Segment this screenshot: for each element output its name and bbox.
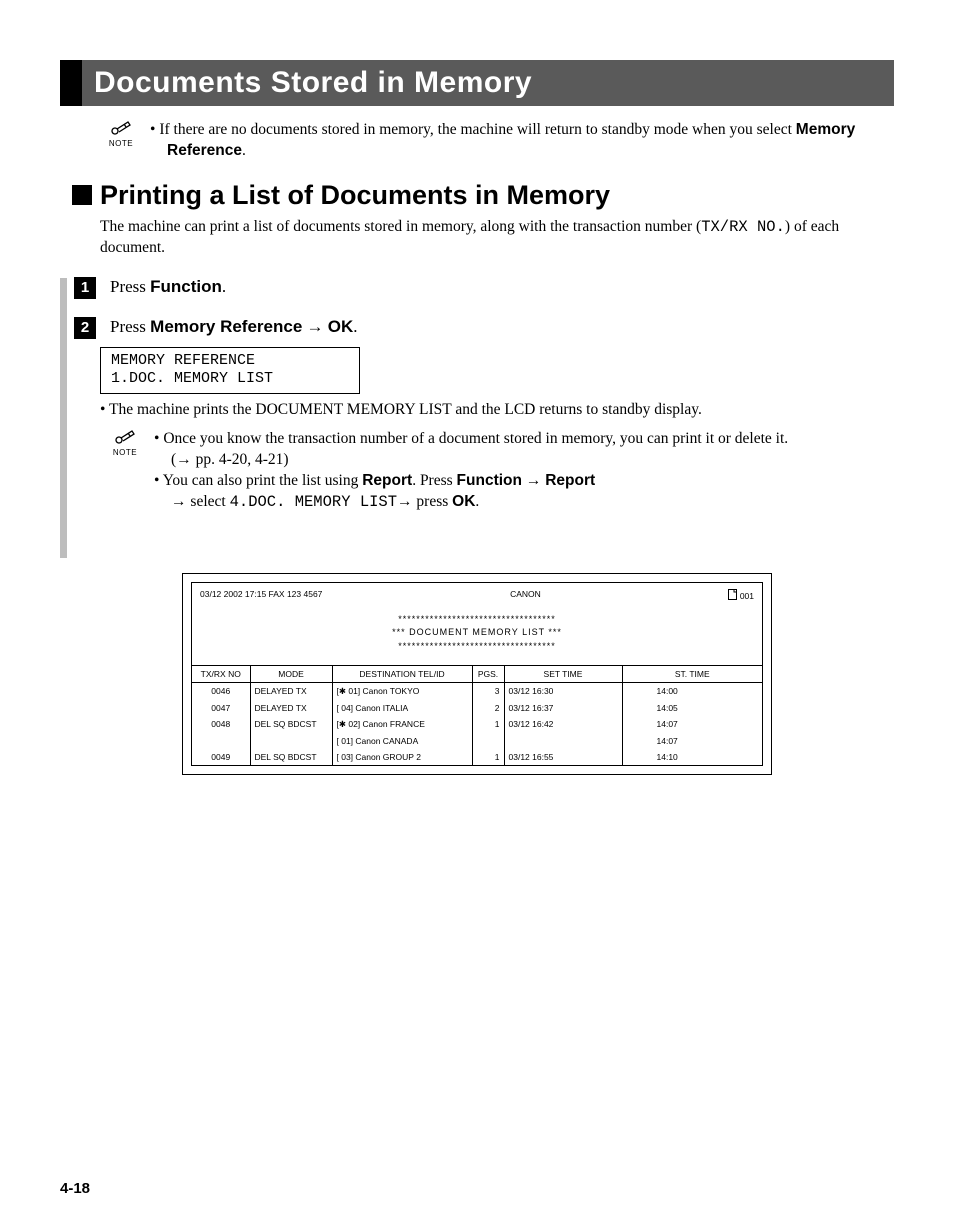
side-rule <box>60 278 67 558</box>
table-cell: DEL SQ BDCST <box>250 749 332 765</box>
table-cell <box>472 733 504 749</box>
intro-mono: TX/RX NO. <box>701 218 785 236</box>
table-cell: DEL SQ BDCST <box>250 716 332 733</box>
note-block-1: NOTE If there are no documents stored in… <box>100 120 894 162</box>
report-hdr-left: 03/12 2002 17:15 FAX 123 4567 <box>200 589 322 601</box>
table-cell: 0047 <box>192 700 250 716</box>
col-txrx: TX/RX NO <box>192 666 250 683</box>
table-cell: 03/12 16:37 <box>504 700 622 716</box>
note-label: NOTE <box>104 448 146 457</box>
table-cell: 0049 <box>192 749 250 765</box>
page-number: 4-18 <box>60 1180 90 1197</box>
report-sample: 03/12 2002 17:15 FAX 123 4567 CANON 001 … <box>182 573 772 776</box>
table-cell: 03/12 16:30 <box>504 683 622 701</box>
heading-square <box>60 60 82 106</box>
s2-b2: OK <box>328 317 354 336</box>
table-cell: 14:10 <box>622 749 762 765</box>
s2-suf: . <box>353 317 357 336</box>
table-cell: DELAYED TX <box>250 683 332 701</box>
report-header: 03/12 2002 17:15 FAX 123 4567 CANON 001 <box>192 583 762 605</box>
note-icon: NOTE <box>104 429 146 513</box>
n2-l2-pre: → select <box>171 493 230 510</box>
table-cell: DELAYED TX <box>250 700 332 716</box>
report-hdr-right: 001 <box>728 589 754 601</box>
table-cell: 0046 <box>192 683 250 701</box>
note1-suffix: . <box>242 142 246 159</box>
section-heading: Printing a List of Documents in Memory <box>72 180 894 211</box>
note-block-2: NOTE Once you know the transaction numbe… <box>104 429 894 513</box>
s1-pre: Press <box>110 277 150 296</box>
section-square-icon <box>72 185 92 205</box>
table-cell: 14:07 <box>622 716 762 733</box>
s2-arrow: → <box>302 317 328 336</box>
note2-b1: Once you know the transaction number of … <box>154 429 788 471</box>
table-cell <box>504 733 622 749</box>
n2-b2-mid: . Press <box>412 472 456 489</box>
n2-l2-mid: → press <box>397 493 452 510</box>
table-cell: 2 <box>472 700 504 716</box>
step-number-2: 2 <box>74 317 96 339</box>
table-cell <box>250 733 332 749</box>
s1-bold: Function <box>150 277 222 296</box>
report-table: TX/RX NO MODE DESTINATION TEL/ID PGS. SE… <box>192 665 762 765</box>
table-cell: [ 03] Canon GROUP 2 <box>332 749 472 765</box>
table-cell: 14:05 <box>622 700 762 716</box>
note1-prefix: If there are no documents stored in memo… <box>159 121 795 138</box>
table-cell: [✱ 02] Canon FRANCE <box>332 716 472 733</box>
table-cell: 03/12 16:42 <box>504 716 622 733</box>
table-cell: 14:00 <box>622 683 762 701</box>
intro-pre: The machine can print a list of document… <box>100 218 701 235</box>
table-cell <box>192 733 250 749</box>
n2-b1b: (→ pp. 4-20, 4-21) <box>171 451 289 468</box>
col-dest: DESTINATION TEL/ID <box>332 666 472 683</box>
s1-suf: . <box>222 277 226 296</box>
n2-l2-suf: . <box>475 493 479 510</box>
lcd-line-2: 1.DOC. MEMORY LIST <box>111 370 349 389</box>
n2-l2-ok: OK <box>452 493 475 510</box>
n2-b1a: Once you know the transaction number of … <box>163 430 788 447</box>
step-1: 1 Press Function. <box>74 277 894 299</box>
section-title: Printing a List of Documents in Memory <box>100 180 610 211</box>
table-cell: [ 04] Canon ITALIA <box>332 700 472 716</box>
lcd-line-1: MEMORY REFERENCE <box>111 352 349 371</box>
col-pgs: PGS. <box>472 666 504 683</box>
table-cell: 3 <box>472 683 504 701</box>
n2-b2-a1: → <box>522 472 545 489</box>
intro-text: The machine can print a list of document… <box>100 217 894 259</box>
note2-b2: You can also print the list using Report… <box>154 471 788 513</box>
note1-text: If there are no documents stored in memo… <box>150 120 894 162</box>
step-2: 2 Press Memory Reference → OK. <box>74 317 894 339</box>
col-settime: SET TIME <box>504 666 622 683</box>
report-hdr-right-text: 001 <box>740 591 754 601</box>
table-cell: [ 01] Canon CANADA <box>332 733 472 749</box>
table-cell: [✱ 01] Canon TOKYO <box>332 683 472 701</box>
main-heading: Documents Stored in Memory <box>60 60 894 106</box>
sub-bullet-1: The machine prints the DOCUMENT MEMORY L… <box>100 400 894 421</box>
s2-b1: Memory Reference <box>150 317 302 336</box>
table-cell: 1 <box>472 716 504 733</box>
table-cell: 14:07 <box>622 733 762 749</box>
s2-pre: Press <box>110 317 150 336</box>
n2-b2-pre: You can also print the list using <box>163 472 363 489</box>
n2-b2-func: Function <box>457 472 522 489</box>
col-sttime: ST. TIME <box>622 666 762 683</box>
lcd-display: MEMORY REFERENCE 1.DOC. MEMORY LIST <box>100 347 360 395</box>
star2: *********************************** <box>398 641 556 651</box>
report-hdr-center: CANON <box>510 589 541 601</box>
table-cell: 03/12 16:55 <box>504 749 622 765</box>
star1: *********************************** <box>398 614 556 624</box>
table-cell: 0048 <box>192 716 250 733</box>
n2-l2-mono: 4.DOC. MEMORY LIST <box>230 493 397 511</box>
note-icon: NOTE <box>100 120 142 162</box>
report-title: *** DOCUMENT MEMORY LIST *** <box>392 627 562 637</box>
step-number-1: 1 <box>74 277 96 299</box>
heading-bar: Documents Stored in Memory <box>82 60 894 106</box>
note-label: NOTE <box>100 139 142 148</box>
table-cell: 1 <box>472 749 504 765</box>
col-mode: MODE <box>250 666 332 683</box>
n2-b2-r2: Report <box>545 472 595 489</box>
n2-b2-r1: Report <box>362 472 412 489</box>
report-title-block: *********************************** *** … <box>192 605 762 666</box>
